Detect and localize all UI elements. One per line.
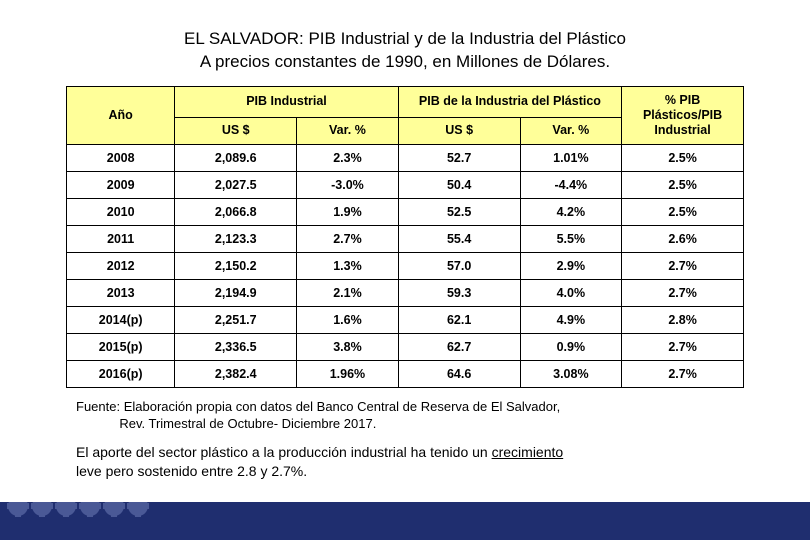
cell-var2: 0.9% xyxy=(520,333,622,360)
gear-icon xyxy=(8,502,28,516)
cell-usd2: 62.7 xyxy=(398,333,520,360)
cell-year: 2010 xyxy=(67,198,175,225)
gear-icon xyxy=(104,502,124,516)
cell-year: 2014(p) xyxy=(67,306,175,333)
header-pct: % PIB Plásticos/PIB Industrial xyxy=(622,86,744,144)
cell-var1: -3.0% xyxy=(297,171,399,198)
cell-usd1: 2,123.3 xyxy=(175,225,297,252)
cell-year: 2011 xyxy=(67,225,175,252)
pib-table: Año PIB Industrial PIB de la Industria d… xyxy=(66,86,744,388)
cell-usd1: 2,194.9 xyxy=(175,279,297,306)
cell-var2: 3.08% xyxy=(520,360,622,387)
table-row: 20082,089.62.3%52.71.01%2.5% xyxy=(67,144,744,171)
cell-var2: 4.2% xyxy=(520,198,622,225)
cell-pct: 2.5% xyxy=(622,171,744,198)
gear-icon xyxy=(80,502,100,516)
source-line-2: Rev. Trimestral de Octubre- Diciembre 20… xyxy=(119,416,376,431)
cell-usd1: 2,150.2 xyxy=(175,252,297,279)
table-row: 2016(p)2,382.41.96%64.63.08%2.7% xyxy=(67,360,744,387)
cell-usd1: 2,382.4 xyxy=(175,360,297,387)
cell-year: 2009 xyxy=(67,171,175,198)
table-head: Año PIB Industrial PIB de la Industria d… xyxy=(67,86,744,144)
cell-pct: 2.7% xyxy=(622,333,744,360)
cell-year: 2016(p) xyxy=(67,360,175,387)
table-row: 20122,150.21.3%57.02.9%2.7% xyxy=(67,252,744,279)
header-pib-plastico: PIB de la Industria del Plástico xyxy=(398,86,621,117)
gear-cluster-left xyxy=(6,502,150,516)
source-line-1: Fuente: Elaboración propia con datos del… xyxy=(76,399,560,414)
header-var-2: Var. % xyxy=(520,118,622,145)
cell-usd1: 2,066.8 xyxy=(175,198,297,225)
cell-pct: 2.7% xyxy=(622,360,744,387)
gear-icon xyxy=(32,502,52,516)
header-row-1: Año PIB Industrial PIB de la Industria d… xyxy=(67,86,744,117)
table-row: 2014(p)2,251.71.6%62.14.9%2.8% xyxy=(67,306,744,333)
cell-usd2: 50.4 xyxy=(398,171,520,198)
footer-decoration xyxy=(0,502,810,540)
cell-pct: 2.5% xyxy=(622,198,744,225)
body-paragraph: El aporte del sector plástico a la produ… xyxy=(76,443,734,481)
cell-var2: 5.5% xyxy=(520,225,622,252)
header-var-1: Var. % xyxy=(297,118,399,145)
cell-var1: 2.7% xyxy=(297,225,399,252)
cell-var1: 2.3% xyxy=(297,144,399,171)
cell-usd1: 2,251.7 xyxy=(175,306,297,333)
header-pib-industrial: PIB Industrial xyxy=(175,86,398,117)
source-text: Fuente: Elaboración propia con datos del… xyxy=(76,398,734,433)
title-line-2: A precios constantes de 1990, en Millone… xyxy=(200,52,610,71)
table-body: 20082,089.62.3%52.71.01%2.5%20092,027.5-… xyxy=(67,144,744,387)
table-row: 20102,066.81.9%52.54.2%2.5% xyxy=(67,198,744,225)
cell-var2: 4.9% xyxy=(520,306,622,333)
slide-title: EL SALVADOR: PIB Industrial y de la Indu… xyxy=(48,28,762,74)
cell-var2: 2.9% xyxy=(520,252,622,279)
cell-usd2: 59.3 xyxy=(398,279,520,306)
body-underlined: crecimiento xyxy=(492,444,564,460)
cell-usd2: 52.5 xyxy=(398,198,520,225)
cell-usd2: 55.4 xyxy=(398,225,520,252)
cell-year: 2008 xyxy=(67,144,175,171)
cell-year: 2013 xyxy=(67,279,175,306)
cell-year: 2012 xyxy=(67,252,175,279)
header-year: Año xyxy=(67,86,175,144)
cell-usd2: 57.0 xyxy=(398,252,520,279)
body-prefix: El aporte del sector plástico a la produ… xyxy=(76,444,492,460)
cell-var1: 1.96% xyxy=(297,360,399,387)
table-row: 2015(p)2,336.53.8%62.70.9%2.7% xyxy=(67,333,744,360)
body-suffix: leve pero sostenido entre 2.8 y 2.7%. xyxy=(76,463,307,479)
cell-pct: 2.7% xyxy=(622,279,744,306)
cell-var2: 4.0% xyxy=(520,279,622,306)
cell-pct: 2.5% xyxy=(622,144,744,171)
cell-usd2: 52.7 xyxy=(398,144,520,171)
cell-var2: 1.01% xyxy=(520,144,622,171)
cell-pct: 2.7% xyxy=(622,252,744,279)
table-row: 20112,123.32.7%55.45.5%2.6% xyxy=(67,225,744,252)
table-row: 20092,027.5-3.0%50.4-4.4%2.5% xyxy=(67,171,744,198)
cell-var1: 2.1% xyxy=(297,279,399,306)
cell-pct: 2.6% xyxy=(622,225,744,252)
slide: EL SALVADOR: PIB Industrial y de la Indu… xyxy=(0,0,810,481)
cell-pct: 2.8% xyxy=(622,306,744,333)
title-line-1: EL SALVADOR: PIB Industrial y de la Indu… xyxy=(184,29,626,48)
table-row: 20132,194.92.1%59.34.0%2.7% xyxy=(67,279,744,306)
cell-var1: 1.6% xyxy=(297,306,399,333)
gear-icon xyxy=(128,502,148,516)
table-container: Año PIB Industrial PIB de la Industria d… xyxy=(66,86,744,388)
cell-var2: -4.4% xyxy=(520,171,622,198)
cell-usd1: 2,089.6 xyxy=(175,144,297,171)
header-usd-2: US $ xyxy=(398,118,520,145)
cell-usd1: 2,336.5 xyxy=(175,333,297,360)
cell-var1: 3.8% xyxy=(297,333,399,360)
gear-icon xyxy=(56,502,76,516)
cell-usd1: 2,027.5 xyxy=(175,171,297,198)
cell-usd2: 64.6 xyxy=(398,360,520,387)
cell-var1: 1.3% xyxy=(297,252,399,279)
header-usd-1: US $ xyxy=(175,118,297,145)
cell-year: 2015(p) xyxy=(67,333,175,360)
cell-var1: 1.9% xyxy=(297,198,399,225)
cell-usd2: 62.1 xyxy=(398,306,520,333)
